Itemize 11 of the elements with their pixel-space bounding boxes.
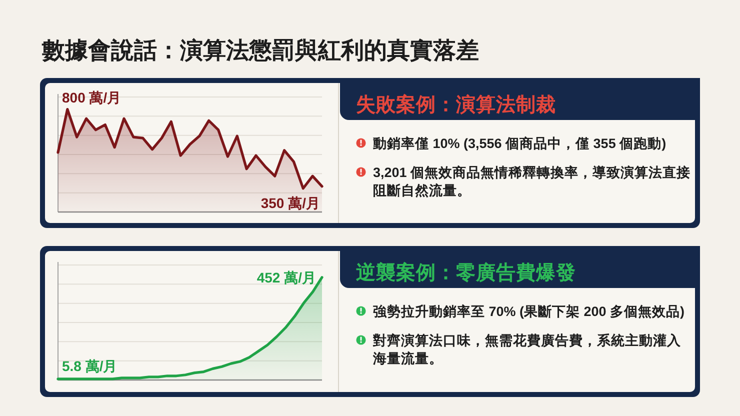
text: 對齊演算法口味，無需花費廣告費，系統主動灌入海量流量。 <box>372 332 682 366</box>
text: 動銷率僅 10% (3,556 個商品中，僅 355 個跑動) <box>372 135 666 151</box>
text: 逆襲案例：零廣告費爆發 <box>356 261 576 284</box>
annotation: 452 萬/月 <box>256 269 316 286</box>
annotation: 5.8 萬/月 <box>62 358 118 374</box>
text: 強勢拉升動銷率至 70% (果斷下架 200 多個無效品) <box>373 303 685 319</box>
chart-title: 數據會說話：演算法懲罰與紅利的真實落差 <box>41 37 479 63</box>
text: 800 萬/月 <box>62 89 122 106</box>
text: 3,201 個無效商品無情稀釋轉換率，導致演算法直接阻斷自然流量。 <box>373 164 691 198</box>
annotation: 350 萬/月 <box>260 195 320 211</box>
text: 失敗案例：演算法制裁 <box>356 93 556 116</box>
